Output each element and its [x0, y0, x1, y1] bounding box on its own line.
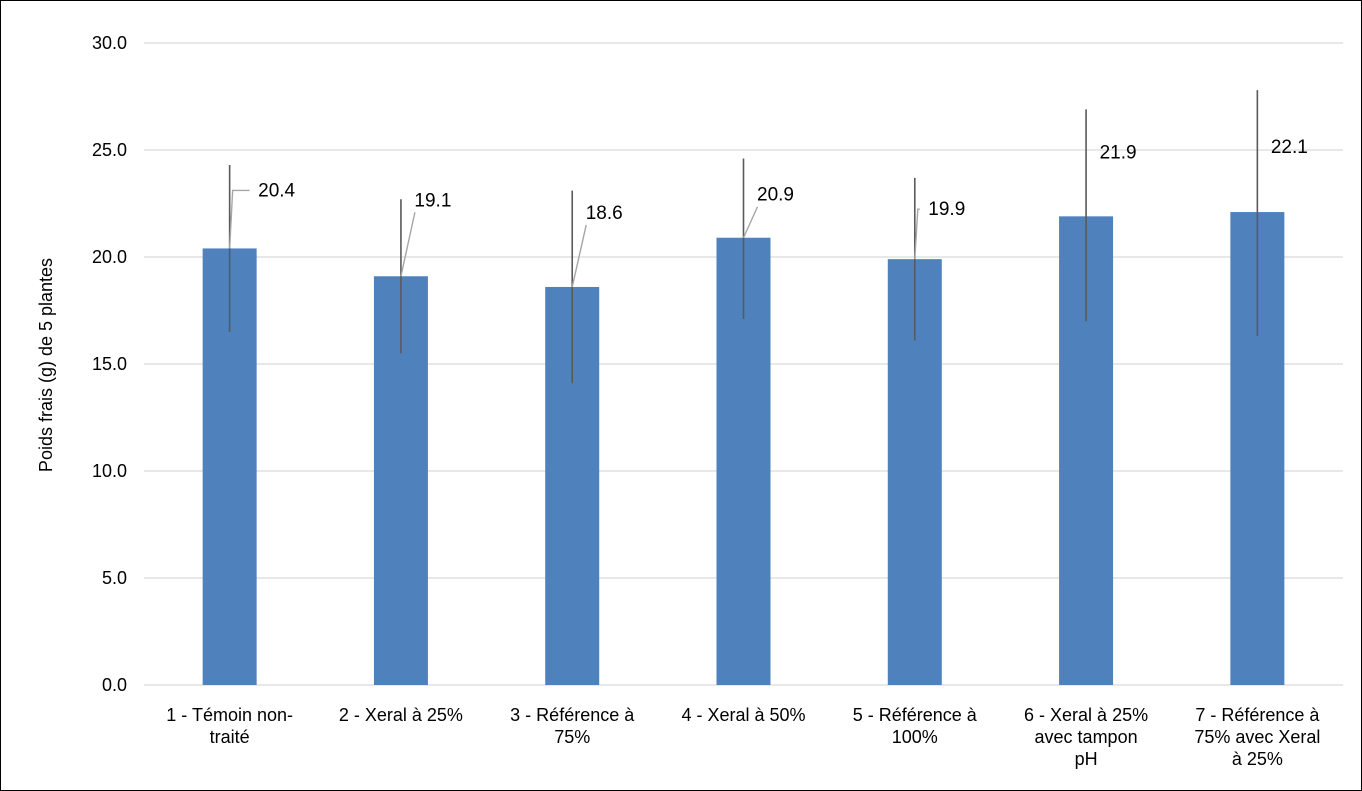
- x-category-line: pH: [1075, 749, 1098, 769]
- y-axis-ticks: 0.0 5.0 10.0 15.0 20.0 25.0 30.0: [92, 33, 127, 695]
- x-category-line: 7 - Référence à: [1195, 705, 1320, 725]
- x-category-line: 100%: [892, 727, 938, 747]
- y-axis-label: Poids frais (g) de 5 plantes: [36, 258, 56, 472]
- x-category-label: 3 - Référence à 75%: [510, 705, 635, 747]
- data-label: 22.1: [1271, 137, 1308, 158]
- leader-line: [742, 206, 759, 239]
- y-tick-label: 0.0: [102, 675, 127, 695]
- y-tick-label: 25.0: [92, 140, 127, 160]
- x-category-label: 7 - Référence à 75% avec Xeral à 25%: [1194, 705, 1320, 769]
- leader-line: [228, 189, 250, 249]
- leader-line: [571, 224, 587, 288]
- x-category-label: 4 - Xeral à 50%: [681, 705, 805, 725]
- x-category-line: 6 - Xeral à 25%: [1024, 705, 1148, 725]
- data-label: 19.9: [928, 199, 965, 220]
- x-category-line: 3 - Référence à: [510, 705, 635, 725]
- x-category-line: traité: [210, 727, 250, 747]
- y-tick-label: 10.0: [92, 461, 127, 481]
- x-category-line: 1 - Témoin non-: [166, 705, 293, 725]
- x-category-label: 5 - Référence à 100%: [853, 705, 978, 747]
- x-category-label: 2 - Xeral à 25%: [339, 705, 463, 725]
- y-tick-label: 5.0: [102, 568, 127, 588]
- data-label: 19.1: [414, 190, 451, 211]
- data-label: 21.9: [1100, 142, 1137, 163]
- x-category-line: à 25%: [1232, 749, 1283, 769]
- y-tick-label: 30.0: [92, 33, 127, 53]
- data-label: 20.9: [757, 185, 794, 206]
- data-label: 20.4: [258, 180, 295, 201]
- x-category-line: 75% avec Xeral: [1194, 727, 1320, 747]
- label-leaders: [228, 189, 920, 288]
- x-category-line: 2 - Xeral à 25%: [339, 705, 463, 725]
- leader-line: [400, 212, 416, 277]
- y-tick-label: 20.0: [92, 247, 127, 267]
- x-category-label: 1 - Témoin non-traité: [166, 705, 293, 747]
- x-category-line: 4 - Xeral à 50%: [681, 705, 805, 725]
- x-category-line: 75%: [554, 727, 590, 747]
- x-category-line: avec tampon: [1035, 727, 1138, 747]
- x-axis-categories: 1 - Témoin non-traité 2 - Xeral à 25% 3 - …: [166, 705, 1320, 769]
- y-tick-label: 15.0: [92, 354, 127, 374]
- data-labels: 20.4 19.1 18.6 20.9 19.9 21.9 22.1: [258, 137, 1308, 224]
- leader-line: [914, 208, 920, 260]
- x-category-line: 5 - Référence à: [853, 705, 978, 725]
- x-category-label: 6 - Xeral à 25% avec tampon pH: [1024, 705, 1148, 769]
- data-label: 18.6: [586, 203, 623, 224]
